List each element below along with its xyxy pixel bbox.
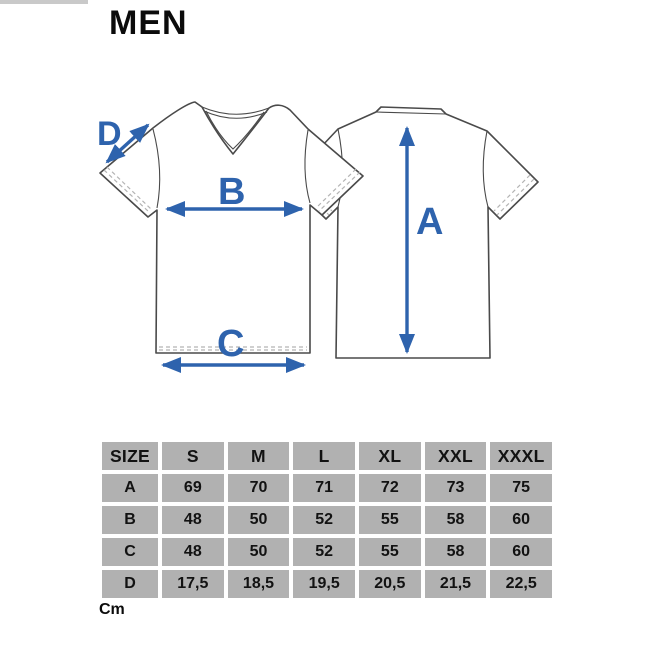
table-cell: 20,5 (359, 570, 421, 598)
table-cell: 70 (227, 474, 290, 502)
measure-arrow-d (105, 123, 150, 164)
table-cell: 48 (162, 506, 224, 534)
table-cell: 55 (359, 538, 421, 566)
table-cell: 52 (293, 506, 355, 534)
row-label-d: D (102, 570, 158, 598)
table-cell: 55 (359, 506, 421, 534)
table-cell: 58 (424, 506, 487, 534)
table-cell: 71 (293, 474, 355, 502)
table-cell: 73 (424, 474, 487, 502)
column-header-xl: XL (359, 442, 421, 470)
table-cell: 21,5 (424, 570, 487, 598)
row-label-a: A (102, 474, 158, 502)
table-cell: 50 (227, 538, 290, 566)
measure-labels: D B C A (97, 115, 443, 365)
table-cell: 19,5 (293, 570, 355, 598)
column-header-size: SIZE (102, 442, 158, 470)
size-table: SIZE S M L XL XXL XXXL A 69 70 71 72 73 … (102, 442, 552, 598)
table-cell: 69 (162, 474, 224, 502)
column-header-xxl: XXL (424, 442, 487, 470)
measure-label-a: A (416, 201, 443, 243)
row-label-c: C (102, 538, 158, 566)
table-cell: 22,5 (490, 570, 552, 598)
unit-label: Cm (99, 601, 125, 618)
measure-arrows (105, 123, 415, 373)
table-cell: 17,5 (162, 570, 224, 598)
column-header-s: S (162, 442, 224, 470)
screen-edge-fragment (0, 0, 88, 4)
column-header-m: M (227, 442, 290, 470)
table-cell: 60 (490, 538, 552, 566)
row-label-b: B (102, 506, 158, 534)
measure-label-c: C (217, 323, 244, 365)
table-cell: 75 (490, 474, 552, 502)
tshirt-front-drawing (99, 101, 364, 354)
table-cell: 60 (490, 506, 552, 534)
table-cell: 18,5 (227, 570, 290, 598)
table-cell: 50 (227, 506, 290, 534)
table-cell: 48 (162, 538, 224, 566)
measure-label-d: D (97, 115, 122, 153)
table-cell: 72 (359, 474, 421, 502)
page-title: MEN (109, 4, 188, 42)
table-cell: 52 (293, 538, 355, 566)
column-header-xxxl: XXXL (490, 442, 552, 470)
table-cell: 58 (424, 538, 487, 566)
column-header-l: L (293, 442, 355, 470)
measure-label-b: B (218, 171, 245, 213)
tshirt-measurement-diagram: D B C A (97, 101, 539, 373)
